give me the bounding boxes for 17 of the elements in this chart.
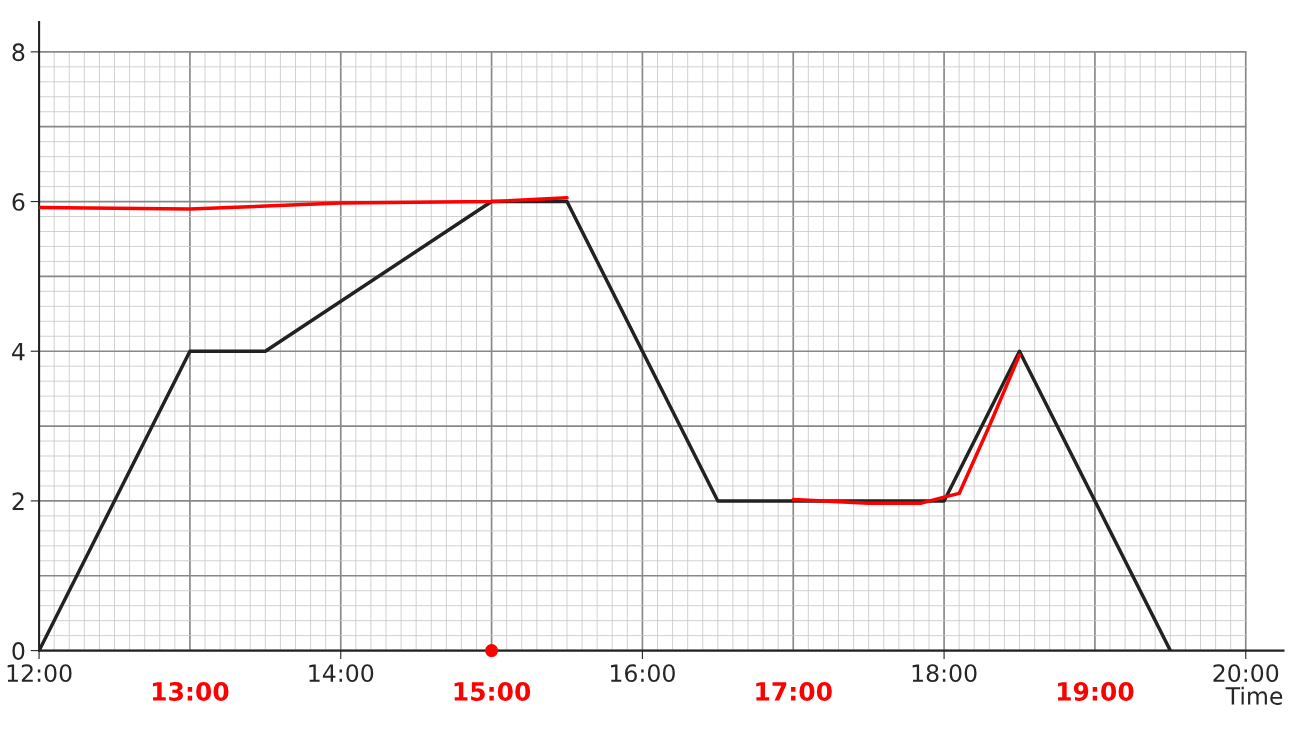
y-tick-label: 6: [12, 192, 25, 211]
y-tick-label: 8: [12, 43, 25, 62]
text: 19:00: [1057, 682, 1134, 701]
text: 17:00: [756, 682, 832, 701]
text: 13:00: [152, 682, 229, 701]
x-tick-label: 20:00: [1213, 664, 1279, 683]
x-tick-label: 18:00: [912, 664, 977, 683]
x-tick-label: 14:00: [309, 664, 374, 683]
line-series: [791, 353, 1022, 505]
x-tick-label: 12:00: [7, 664, 72, 683]
y-tick-label: 2: [12, 492, 24, 510]
y-tick-label: 4: [12, 342, 25, 361]
line-series: [39, 196, 569, 211]
x-axis-title: Time: [1225, 686, 1283, 705]
x-tick-label: 16:00: [610, 664, 675, 683]
text: 15:00: [454, 682, 531, 701]
y-tick-label: 0: [12, 642, 25, 660]
